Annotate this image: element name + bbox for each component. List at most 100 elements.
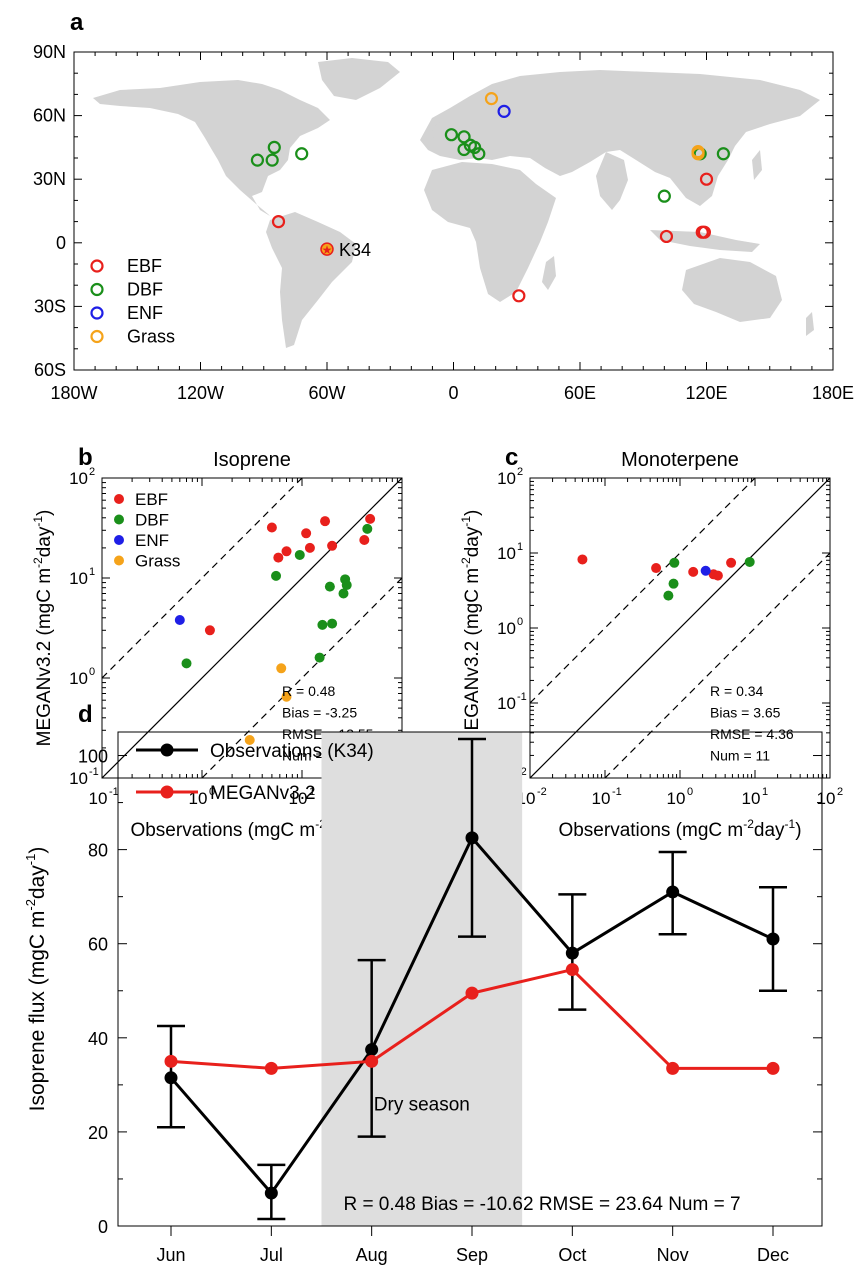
series-point-observations xyxy=(465,831,479,845)
scatter-point-dbf xyxy=(181,658,192,669)
plot-area xyxy=(102,478,402,778)
panel-d-ylabel: Isoprene flux (mgC m-2day-1) xyxy=(23,847,49,1112)
map-site-marker xyxy=(697,225,711,239)
map-site-marker xyxy=(497,104,511,118)
scatter-point-grass xyxy=(276,663,287,674)
y-tick-label: 10 xyxy=(69,769,88,788)
series-point-observations xyxy=(264,1186,278,1200)
panel-letter-d: d xyxy=(78,701,93,728)
scatter-point-dbf xyxy=(314,652,325,663)
land-indonesia xyxy=(650,230,760,252)
land-north-america xyxy=(93,80,330,222)
y-tick-label: 60 xyxy=(88,935,108,955)
map-y-tick-label: 30S xyxy=(34,296,66,316)
scatter-point-ebf xyxy=(281,546,292,557)
y-tick-exponent: 1 xyxy=(89,566,95,578)
scatter-point-ebf xyxy=(320,516,331,527)
x-tick-label: 10 xyxy=(667,789,686,808)
series-point-megan xyxy=(565,963,579,977)
scatter-point-ebf xyxy=(712,570,723,581)
map-x-tick-label: 180W xyxy=(50,383,97,403)
y-tick-label: 10 xyxy=(69,569,88,588)
map-site-marker xyxy=(267,140,281,154)
y-tick-exponent: 0 xyxy=(89,666,95,678)
x-tick-exponent: -2 xyxy=(537,786,547,798)
scatter-point-dbf xyxy=(294,549,305,560)
x-tick-label: 10 xyxy=(89,789,108,808)
x-tick-label: 10 xyxy=(289,789,308,808)
y-tick-exponent: 0 xyxy=(517,616,523,628)
x-tick-label: Jun xyxy=(156,1245,185,1265)
scatter-point-dbf xyxy=(341,580,352,591)
y-tick-label: 0 xyxy=(98,1217,108,1237)
map-legend-label: EBF xyxy=(127,256,162,276)
legend-label: DBF xyxy=(135,511,169,530)
map-x-tick-label: 0 xyxy=(448,383,458,403)
legend-label: Grass xyxy=(135,552,180,571)
land-masses xyxy=(93,58,820,348)
scatter-point-enf xyxy=(700,565,711,576)
x-tick-label: 10 xyxy=(817,789,836,808)
map-site-marker xyxy=(320,242,334,256)
land-madagascar xyxy=(542,256,556,290)
map-legend-marker xyxy=(90,259,104,273)
scatter-point-ebf xyxy=(266,522,277,533)
scatter-point-ebf xyxy=(204,625,215,636)
map-x-tick-label: 120E xyxy=(685,383,727,403)
one-to-one-line xyxy=(530,478,830,778)
x-tick-label: Aug xyxy=(356,1245,388,1265)
land-india xyxy=(596,152,628,210)
map-legend-label: DBF xyxy=(127,280,163,300)
legend-marker xyxy=(160,743,174,757)
map-legend-marker xyxy=(90,306,104,320)
map-site-marker xyxy=(659,229,674,244)
x-tick-label: Oct xyxy=(558,1245,586,1265)
scatter-point-grass xyxy=(281,691,292,702)
x-tick-exponent: 0 xyxy=(209,786,215,798)
map-legend-label: ENF xyxy=(127,303,163,323)
scatter-point-enf xyxy=(174,615,185,626)
map-x-tick-label: 60W xyxy=(308,383,345,403)
map-site-marker xyxy=(472,147,486,161)
map-y-tick-label: 60N xyxy=(33,106,66,126)
scatter-point-ebf xyxy=(577,554,588,565)
x-tick-exponent: 1 xyxy=(762,786,768,798)
map-site-marker xyxy=(265,153,279,167)
map-y-tick-label: 30N xyxy=(33,169,66,189)
panel-c-ylabel: MEGANv3.2 (mgC m-2day-1) xyxy=(459,510,483,747)
scatter-point-dbf xyxy=(317,619,328,630)
x-tick-label: Sep xyxy=(456,1245,488,1265)
series-point-megan xyxy=(264,1061,278,1075)
panel-c-monoterpene: Monoterpene 10-210-210-110-1100100101101… xyxy=(459,449,843,841)
one-to-one-line xyxy=(102,478,402,778)
series-point-observations xyxy=(565,946,579,960)
x-tick-exponent: -1 xyxy=(109,786,119,798)
stats-text: R = 0.48 Bias = -10.62 RMSE = 23.64 Num … xyxy=(343,1194,740,1215)
map-legend-label: Grass xyxy=(127,327,175,347)
map-site-marker xyxy=(699,172,714,186)
map-y-tick-label: 0 xyxy=(56,233,66,253)
panel-b-isoprene: Isoprene 10-110-1100100101101102102EBFDB… xyxy=(31,449,415,841)
scatter-point-dbf xyxy=(744,556,755,567)
map-legend-marker xyxy=(90,282,104,297)
series-point-observations xyxy=(164,1071,178,1085)
panel-letter-c: c xyxy=(505,444,518,471)
map-x-tick-label: 120W xyxy=(177,383,224,403)
map-x-tick-label: 180E xyxy=(812,383,854,403)
y-tick-label: 10 xyxy=(497,469,516,488)
panel-c-xlabel: Observations (mgC m-2day-1) xyxy=(558,817,801,841)
legend-marker xyxy=(160,785,174,799)
legend-label: ENF xyxy=(135,531,169,550)
panel-c-title: Monoterpene xyxy=(621,449,739,471)
y-tick-label: 40 xyxy=(88,1029,108,1049)
scatter-point-ebf xyxy=(726,557,737,568)
map-site-marker xyxy=(716,147,730,161)
scatter-point-dbf xyxy=(663,590,674,601)
panel-b-ylabel: MEGANv3.2 (mgC m-2day-1) xyxy=(31,510,55,747)
scatter-point-ebf xyxy=(301,528,312,539)
map-y-tick-label: 90N xyxy=(33,42,66,62)
land-eurasia xyxy=(420,70,820,206)
star-icon: ★ xyxy=(322,243,333,257)
panel-d-frame xyxy=(117,731,823,1227)
